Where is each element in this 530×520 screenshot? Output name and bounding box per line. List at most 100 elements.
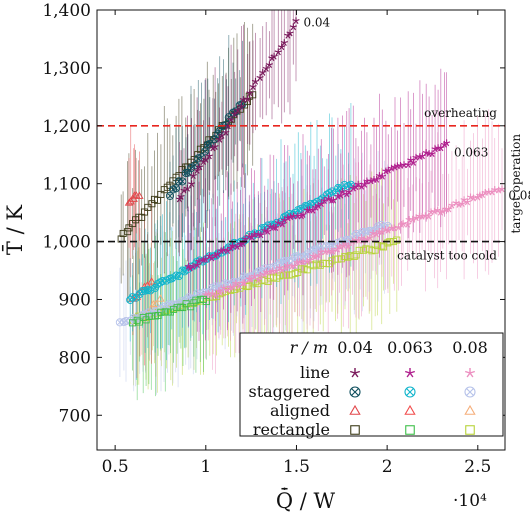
data-point <box>240 279 249 287</box>
data-point <box>275 272 283 280</box>
data-point <box>214 126 223 134</box>
data-point <box>135 318 143 326</box>
data-point <box>211 143 219 150</box>
data-point <box>270 52 278 60</box>
data-point <box>339 187 347 195</box>
data-point <box>355 246 363 254</box>
legend-marker <box>404 404 416 415</box>
data-point <box>366 234 374 242</box>
legend-marker <box>404 368 416 378</box>
y-tick-label: 1,000 <box>42 233 91 253</box>
data-point <box>257 231 265 239</box>
data-point <box>189 172 197 180</box>
legend-radius-label: 0.08 <box>452 338 488 357</box>
data-point <box>180 186 188 194</box>
data-point <box>183 184 192 192</box>
data-point <box>202 298 210 306</box>
data-point <box>144 203 152 211</box>
legend-marker <box>349 386 361 398</box>
data-point <box>404 220 412 228</box>
x-tick-label: 2.5 <box>464 457 491 477</box>
data-point <box>205 152 213 160</box>
data-point <box>157 308 165 316</box>
data-point <box>151 299 161 307</box>
data-point <box>274 219 282 227</box>
axes: 0.5 1 1.5 2 2.5 700 800 900 1,000 1,100 1,200 1,300… <box>42 1 505 477</box>
data-point <box>458 200 466 208</box>
data-point <box>147 312 155 320</box>
legend-row-label: line <box>300 363 330 382</box>
plot-frame <box>96 9 506 451</box>
data-point <box>147 277 156 285</box>
legend-marker <box>405 425 415 435</box>
data-point <box>251 77 260 85</box>
data-point <box>404 161 412 168</box>
data-point <box>229 283 237 291</box>
data-point <box>211 291 219 299</box>
data-point <box>193 166 201 174</box>
data-point <box>317 200 325 208</box>
data-point <box>237 102 246 110</box>
target-operation-label: target operation <box>509 134 523 234</box>
x-tick-label: 1 <box>200 457 211 477</box>
data-point <box>443 139 451 147</box>
data-point <box>167 274 176 283</box>
legend-marker <box>464 386 476 398</box>
data-point <box>243 283 251 291</box>
series-annotations: 0.04 0.063 0.08 <box>303 16 530 203</box>
data-point <box>280 39 288 46</box>
data-point <box>437 144 445 152</box>
data-point <box>378 172 386 180</box>
data-point <box>371 246 379 254</box>
data-point <box>170 305 178 313</box>
data-point <box>126 197 135 205</box>
data-point <box>425 212 433 220</box>
legend: r / m 0.04 0.063 0.08 linestaggeredalignedre… <box>239 332 504 439</box>
y-axis-label: T̄ / K <box>2 205 27 255</box>
data-point <box>189 262 197 270</box>
data-point <box>165 191 175 200</box>
y-tick-label: 1,100 <box>42 175 91 195</box>
data-point <box>418 152 426 160</box>
data-point <box>231 110 239 118</box>
data-point <box>244 95 252 103</box>
data-points <box>115 17 505 327</box>
data-point <box>286 29 294 37</box>
data-point <box>394 223 403 231</box>
data-point <box>278 220 286 228</box>
data-layer <box>115 10 505 401</box>
legend-marker <box>464 368 476 378</box>
data-point <box>171 184 181 193</box>
data-point <box>317 248 325 256</box>
data-point <box>274 48 282 56</box>
data-point <box>202 155 210 163</box>
data-point <box>314 251 322 259</box>
data-point <box>346 180 355 189</box>
legend-row-label: rectangle <box>253 420 330 439</box>
data-point <box>448 201 456 209</box>
data-point <box>350 252 358 260</box>
data-point <box>291 269 299 277</box>
x-tick-label: 0.5 <box>102 457 129 477</box>
legend-marker <box>404 386 416 398</box>
data-point <box>262 64 270 72</box>
data-point <box>128 319 136 327</box>
legend-marker <box>349 368 361 378</box>
data-point <box>188 180 196 188</box>
data-point <box>234 106 242 114</box>
data-point <box>151 283 160 293</box>
x-axis-multiplier: ·10⁴ <box>453 491 487 511</box>
data-point <box>220 246 228 254</box>
data-point <box>273 274 281 282</box>
data-point <box>409 158 417 166</box>
x-tick-label: 2 <box>382 457 393 477</box>
data-point <box>373 175 381 183</box>
legend-radius-label: 0.063 <box>387 338 433 357</box>
data-point <box>278 43 286 51</box>
data-point <box>233 243 241 250</box>
series-annotation-r0063: 0.063 <box>454 145 488 159</box>
data-point <box>227 116 235 123</box>
data-point <box>256 74 264 81</box>
data-point <box>222 128 230 136</box>
